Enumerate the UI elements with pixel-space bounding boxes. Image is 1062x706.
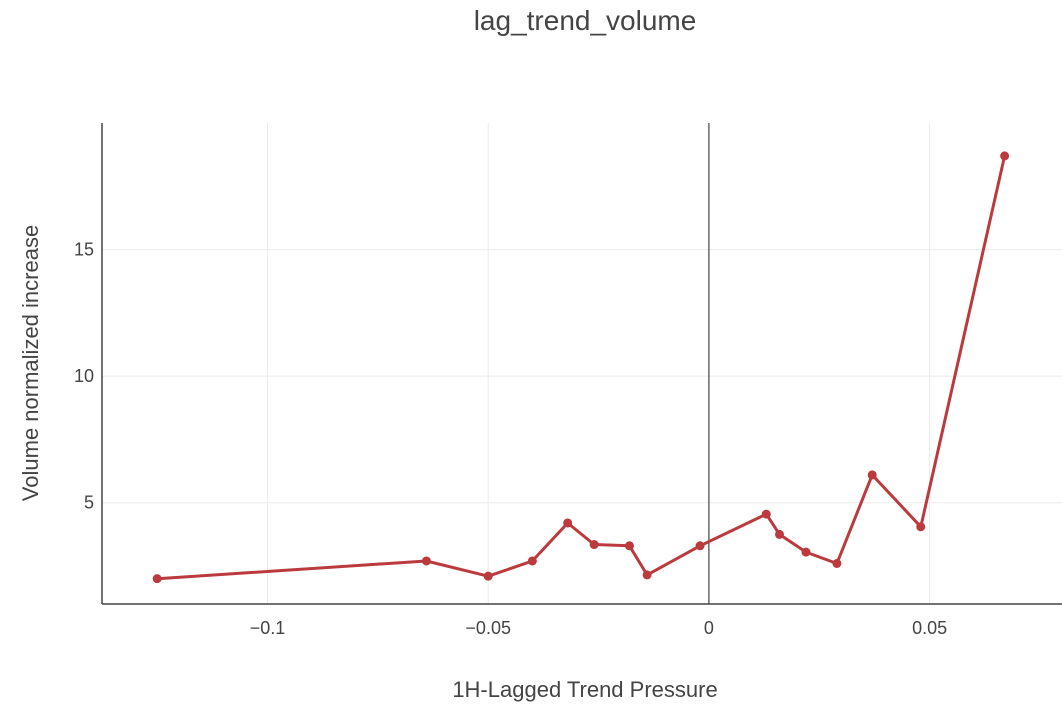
x-tick-label: −0.05 bbox=[465, 618, 511, 638]
data-point bbox=[916, 522, 926, 532]
data-point bbox=[801, 547, 811, 557]
series bbox=[152, 151, 1010, 584]
data-point bbox=[642, 570, 652, 580]
x-tick-label: −0.1 bbox=[250, 618, 286, 638]
data-point bbox=[527, 556, 537, 566]
data-point bbox=[775, 529, 785, 539]
data-point bbox=[832, 558, 842, 568]
data-point bbox=[761, 509, 771, 519]
y-tick-label: 15 bbox=[74, 240, 94, 260]
series-line bbox=[157, 155, 1007, 581]
y-tick-label: 10 bbox=[74, 366, 94, 386]
chart-title: lag_trend_volume bbox=[474, 5, 697, 36]
data-point bbox=[483, 571, 493, 581]
axes: −0.1 −0.05 0 0.05 5 10 15 bbox=[74, 123, 1062, 638]
data-point bbox=[1000, 151, 1010, 161]
grid bbox=[102, 123, 1062, 604]
data-point bbox=[152, 574, 162, 584]
data-point bbox=[624, 541, 634, 551]
data-point bbox=[563, 518, 573, 528]
y-tick-label: 5 bbox=[84, 493, 94, 513]
data-point bbox=[421, 556, 431, 566]
data-point bbox=[695, 541, 705, 551]
x-axis-title: 1H-Lagged Trend Pressure bbox=[452, 677, 717, 702]
data-point bbox=[589, 540, 599, 550]
x-tick-label: 0.05 bbox=[912, 618, 947, 638]
y-axis-title: Volume normalized increase bbox=[18, 225, 43, 501]
data-point bbox=[867, 470, 877, 480]
x-tick-label: 0 bbox=[704, 618, 714, 638]
